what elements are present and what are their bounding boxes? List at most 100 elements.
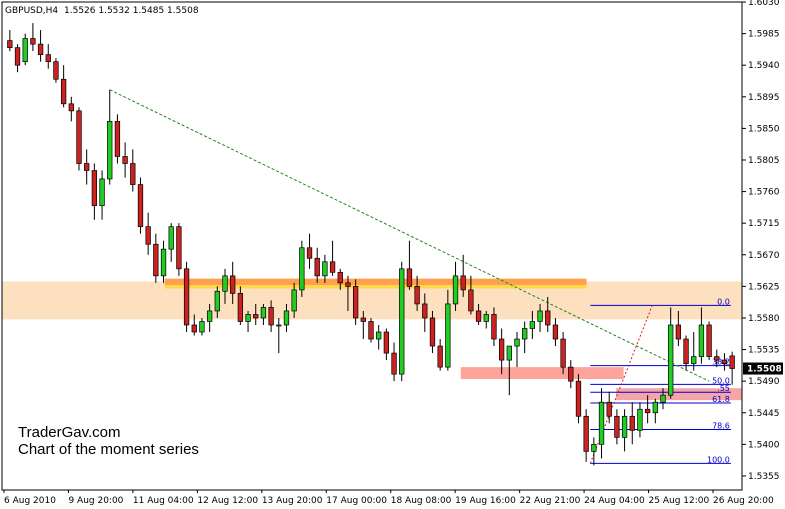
y-tick-label: 1.5355: [748, 472, 780, 482]
bearish-candle: [60, 78, 67, 105]
bullish-candle: [214, 290, 220, 312]
bearish-candle: [552, 324, 559, 340]
bearish-candle: [176, 226, 182, 270]
bullish-candle: [452, 275, 459, 305]
x-tick-label: 18 Aug 08:00: [391, 496, 452, 506]
bullish-candle: [276, 324, 282, 327]
bearish-candle: [644, 408, 651, 414]
bullish-candle: [291, 289, 297, 312]
bearish-candle: [475, 310, 482, 322]
bearish-candle: [37, 43, 44, 56]
bullish-candle: [399, 268, 405, 375]
bearish-candle: [721, 359, 728, 364]
bullish-candle: [445, 303, 451, 368]
bullish-candle: [598, 401, 605, 445]
bullish-candle: [160, 248, 167, 277]
bearish-candle: [675, 324, 682, 340]
bearish-candle: [352, 286, 359, 319]
x-tick-label: 22 Aug 21:00: [520, 496, 581, 506]
bearish-candle: [368, 321, 374, 340]
bearish-candle: [706, 324, 712, 357]
bullish-candle: [299, 247, 305, 291]
chart-ohlc: 1.5526 1.5532 1.5485 1.5508: [64, 6, 199, 16]
bearish-candle: [545, 310, 551, 326]
bearish-candle: [84, 163, 90, 171]
x-tick-label: 13 Aug 20:00: [262, 496, 323, 506]
x-tick-label: 24 Aug 04:00: [584, 496, 645, 506]
zones-layer: [2, 278, 742, 401]
y-tick-label: 1.5490: [748, 377, 780, 387]
bearish-candle: [614, 415, 620, 438]
bearish-candle: [575, 380, 582, 417]
bearish-candle: [68, 103, 74, 112]
bearish-candle: [460, 275, 466, 291]
fib-level-label: .55: [717, 384, 730, 393]
bearish-candle: [414, 286, 420, 305]
x-tick-label: 12 Aug 12:00: [197, 496, 258, 506]
watermark-line1: TraderGav.com: [18, 424, 121, 441]
y-tick-label: 1.5580: [748, 314, 780, 324]
bearish-candle: [337, 271, 343, 284]
bullish-candle: [660, 394, 666, 403]
y-tick-label: 1.6030: [748, 0, 780, 8]
bullish-candle: [376, 331, 382, 340]
bearish-candle: [306, 247, 313, 259]
x-tick-label: 19 Aug 16:00: [455, 496, 516, 506]
trendline-layer: [109, 89, 710, 382]
bearish-candle: [406, 268, 413, 287]
bearish-candle: [191, 324, 197, 333]
fib-level-label: 100.0: [707, 455, 730, 464]
bearish-candle: [183, 268, 190, 326]
bearish-candle: [583, 415, 589, 452]
bearish-candle: [422, 303, 428, 319]
y-tick-label: 1.5850: [748, 124, 780, 134]
bearish-candle: [329, 261, 336, 273]
y-tick-label: 1.5940: [748, 61, 780, 71]
bullish-candle: [652, 401, 658, 414]
fib-retrace-zone: [616, 388, 742, 401]
bearish-candle: [437, 345, 443, 368]
fib-level-label: 61.8: [712, 395, 730, 404]
resistance-band-yellow: [164, 284, 587, 289]
x-tick-label: 17 Aug 00:00: [326, 496, 387, 506]
bullish-candle: [529, 321, 536, 329]
last-price-box: [743, 362, 783, 375]
bearish-candle: [498, 338, 505, 361]
bullish-candle: [206, 310, 213, 322]
x-tick-label: 26 Aug 20:00: [713, 496, 774, 506]
bullish-candle: [168, 226, 174, 250]
bearish-candle: [345, 282, 351, 287]
bullish-candle: [22, 38, 28, 63]
bearish-candle: [114, 121, 121, 157]
bullish-candle: [637, 408, 643, 431]
bullish-candle: [322, 261, 328, 277]
bearish-candle: [122, 156, 128, 164]
bullish-candle: [245, 314, 251, 322]
bullish-candle: [260, 307, 267, 319]
plot-frame: [1, 1, 743, 491]
fib-level-label: 0.0: [717, 297, 730, 306]
bearish-candle: [7, 40, 13, 48]
bearish-candle: [45, 54, 51, 63]
bearish-candle: [568, 366, 574, 382]
y-tick-label: 1.5670: [748, 251, 780, 261]
bearish-candle: [14, 47, 21, 66]
bullish-candle: [668, 324, 674, 396]
bearish-candle: [76, 110, 82, 164]
watermark-line2: Chart of the moment series: [18, 441, 199, 458]
bullish-candle: [99, 178, 105, 206]
bearish-candle: [491, 314, 497, 340]
chart-symbol: GBPUSD,H4: [5, 6, 58, 16]
y-tick-label: 1.5400: [748, 440, 780, 450]
x-tick-label: 25 Aug 12:00: [649, 496, 710, 506]
bearish-candle: [606, 401, 612, 417]
downtrend-line: [109, 89, 710, 382]
resistance-band-orange: [164, 278, 587, 286]
candles-layer: [7, 23, 735, 466]
fib-level-label: 38.2: [712, 358, 730, 367]
bearish-candle: [30, 38, 36, 45]
bullish-candle: [691, 356, 697, 364]
